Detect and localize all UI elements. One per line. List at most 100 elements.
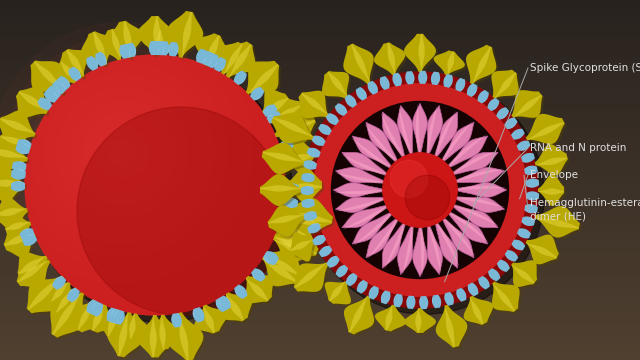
Polygon shape <box>0 162 640 168</box>
Polygon shape <box>466 45 496 84</box>
Polygon shape <box>248 63 282 96</box>
Polygon shape <box>129 49 130 58</box>
Polygon shape <box>203 306 215 333</box>
Polygon shape <box>214 57 226 72</box>
Polygon shape <box>537 146 570 177</box>
Polygon shape <box>406 36 438 74</box>
Polygon shape <box>442 216 476 257</box>
Polygon shape <box>276 223 314 254</box>
Polygon shape <box>276 232 313 247</box>
Polygon shape <box>0 48 640 54</box>
Polygon shape <box>157 30 163 55</box>
Polygon shape <box>351 44 371 83</box>
Polygon shape <box>401 77 402 86</box>
Polygon shape <box>301 93 329 116</box>
Polygon shape <box>535 144 568 175</box>
Polygon shape <box>216 297 228 312</box>
Polygon shape <box>267 111 282 123</box>
Polygon shape <box>68 67 81 81</box>
Polygon shape <box>252 268 266 282</box>
Polygon shape <box>385 305 392 330</box>
Polygon shape <box>274 237 304 250</box>
Polygon shape <box>175 49 179 57</box>
Polygon shape <box>223 294 255 324</box>
Polygon shape <box>0 18 640 24</box>
Polygon shape <box>382 222 404 268</box>
Polygon shape <box>0 240 640 246</box>
Polygon shape <box>481 98 488 103</box>
Polygon shape <box>47 86 61 99</box>
Polygon shape <box>29 278 66 315</box>
Polygon shape <box>284 198 298 208</box>
Polygon shape <box>262 152 305 162</box>
Polygon shape <box>273 114 316 145</box>
Polygon shape <box>61 83 66 90</box>
Polygon shape <box>60 51 91 80</box>
Polygon shape <box>0 102 640 108</box>
Polygon shape <box>511 240 525 250</box>
Polygon shape <box>24 139 31 144</box>
Polygon shape <box>0 127 31 158</box>
Polygon shape <box>18 256 46 275</box>
Polygon shape <box>0 0 640 6</box>
Polygon shape <box>326 125 332 131</box>
Polygon shape <box>440 121 472 162</box>
Polygon shape <box>419 34 425 72</box>
Polygon shape <box>264 98 289 114</box>
Polygon shape <box>495 72 516 99</box>
Polygon shape <box>349 296 367 333</box>
Polygon shape <box>92 304 104 331</box>
Polygon shape <box>83 33 117 68</box>
Polygon shape <box>352 136 392 168</box>
Text: Envelope: Envelope <box>530 170 578 180</box>
Polygon shape <box>26 234 35 236</box>
Polygon shape <box>159 41 169 55</box>
Polygon shape <box>500 116 507 120</box>
Polygon shape <box>57 76 70 90</box>
Polygon shape <box>269 207 307 239</box>
Polygon shape <box>207 59 212 66</box>
Polygon shape <box>246 61 279 94</box>
Polygon shape <box>513 95 542 118</box>
Polygon shape <box>507 126 515 129</box>
Polygon shape <box>284 205 292 208</box>
Polygon shape <box>282 212 332 223</box>
Polygon shape <box>5 212 31 243</box>
Polygon shape <box>207 53 218 68</box>
Polygon shape <box>225 294 244 321</box>
Polygon shape <box>525 114 564 144</box>
Polygon shape <box>282 198 333 234</box>
Polygon shape <box>335 172 385 184</box>
Polygon shape <box>0 180 640 186</box>
Polygon shape <box>380 76 390 90</box>
Polygon shape <box>488 268 500 281</box>
Polygon shape <box>303 160 317 170</box>
Polygon shape <box>17 252 48 283</box>
Polygon shape <box>114 310 125 325</box>
Polygon shape <box>436 53 467 77</box>
Polygon shape <box>307 148 321 158</box>
Polygon shape <box>92 302 103 317</box>
Polygon shape <box>275 236 317 255</box>
Polygon shape <box>513 138 521 139</box>
Polygon shape <box>223 41 255 78</box>
Polygon shape <box>452 204 499 226</box>
Polygon shape <box>150 315 157 357</box>
Polygon shape <box>0 306 640 312</box>
Polygon shape <box>322 246 330 248</box>
Polygon shape <box>0 12 640 18</box>
Polygon shape <box>338 265 344 269</box>
Polygon shape <box>367 218 399 259</box>
Polygon shape <box>193 307 204 323</box>
Polygon shape <box>511 244 517 249</box>
Polygon shape <box>23 144 30 148</box>
Text: RNA and N protein: RNA and N protein <box>530 143 627 153</box>
Polygon shape <box>311 224 319 225</box>
Polygon shape <box>238 80 245 85</box>
Polygon shape <box>404 308 436 333</box>
Polygon shape <box>193 309 195 318</box>
Polygon shape <box>0 264 640 270</box>
Polygon shape <box>283 154 314 162</box>
Polygon shape <box>534 217 579 229</box>
Polygon shape <box>333 183 385 197</box>
